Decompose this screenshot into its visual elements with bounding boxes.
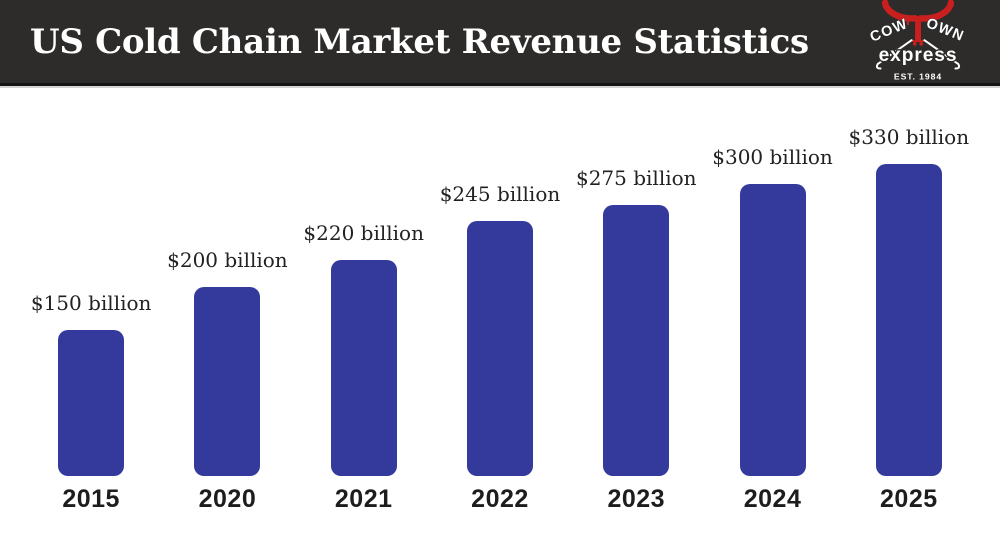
bar-2020 xyxy=(194,287,261,476)
logo-letter-t: T xyxy=(906,14,929,50)
category-label-2021: 2021 xyxy=(334,485,393,513)
value-label-2025: $330 billion xyxy=(848,125,970,149)
category-label-2025: 2025 xyxy=(880,485,938,513)
bar-2024 xyxy=(739,184,806,476)
value-label-2023: $275 billion xyxy=(575,166,697,190)
bar-column: $300 billion 2024 xyxy=(704,100,840,514)
bull-horn-right-icon xyxy=(917,0,955,22)
bar-chart: $150 billion 2015 $200 billion 2020 $220… xyxy=(23,100,977,514)
category-label-2022: 2022 xyxy=(471,485,529,513)
category-label-2023: 2023 xyxy=(607,485,666,513)
category-label-2015: 2015 xyxy=(62,485,120,513)
bar-2015 xyxy=(58,330,125,476)
bar-column: $200 billion 2020 xyxy=(159,100,295,514)
page-title: US Cold Chain Market Revenue Statistics xyxy=(30,21,809,62)
whip-left-icon xyxy=(875,38,913,69)
bar-2023 xyxy=(603,205,670,476)
value-label-2022: $245 billion xyxy=(439,182,561,206)
category-label-2020: 2020 xyxy=(198,485,257,513)
bar-2025 xyxy=(875,164,942,476)
category-label-2024: 2024 xyxy=(743,485,802,513)
logo-established-text: EST. 1984 xyxy=(894,71,942,81)
bar-2022 xyxy=(466,221,533,476)
bar-column: $220 billion 2021 xyxy=(296,100,432,514)
logo-word-cow: COW xyxy=(868,15,911,45)
header-bar: US Cold Chain Market Revenue Statistics … xyxy=(0,0,1000,86)
bull-nostril-icon xyxy=(912,41,917,46)
bar-column: $275 billion 2023 xyxy=(568,100,704,514)
value-label-2024: $300 billion xyxy=(712,145,833,169)
bar-column: $330 billion 2025 xyxy=(841,100,977,514)
bar-column: $150 billion 2015 xyxy=(23,100,159,514)
value-label-2021: $220 billion xyxy=(303,221,424,245)
bull-nostril-icon xyxy=(919,41,924,46)
logo-word-own: OWN xyxy=(924,15,967,45)
bar-2021 xyxy=(330,260,397,476)
cowtown-express-logo: T COW OWN express EST. 1984 xyxy=(858,0,978,84)
value-label-2020: $200 billion xyxy=(167,248,288,272)
logo-express-text: express xyxy=(879,45,958,66)
value-label-2015: $150 billion xyxy=(30,291,152,315)
bull-horn-left-icon xyxy=(881,0,919,22)
whip-right-icon xyxy=(923,38,961,69)
bar-column: $245 billion 2022 xyxy=(432,100,568,514)
